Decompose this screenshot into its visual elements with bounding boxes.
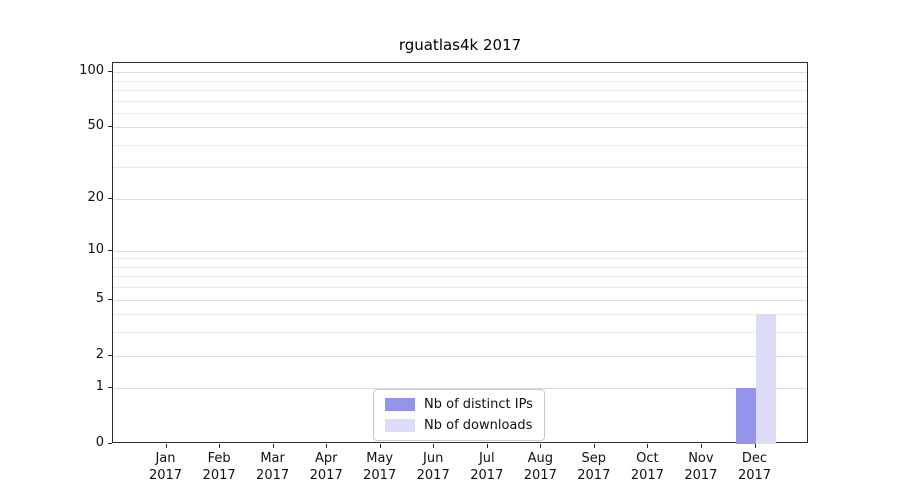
y-tick-mark [108, 71, 112, 72]
gridline [113, 388, 807, 390]
y-tick-label: 0 [95, 435, 104, 450]
y-tick-label: 1 [95, 379, 104, 395]
chart-title: rguatlas4k 2017 [398, 36, 522, 54]
bar-downloads [755, 314, 776, 444]
y-tick-label: 2 [95, 346, 104, 362]
gridline [113, 80, 807, 82]
x-tick-label: Feb 2017 [189, 450, 249, 484]
gridline [113, 112, 807, 114]
x-tick-mark [219, 444, 221, 448]
x-tick-month: May [366, 451, 394, 466]
x-tick-label: Nov 2017 [671, 450, 731, 484]
x-tick-year: 2017 [363, 468, 397, 483]
y-tick-label: 20 [87, 189, 104, 205]
x-tick-month: Jul [478, 451, 495, 466]
plot-area [112, 62, 808, 444]
gridline [113, 314, 807, 316]
x-tick-year: 2017 [416, 468, 450, 483]
x-tick-mark [326, 444, 328, 448]
x-tick-year: 2017 [684, 468, 718, 483]
gridline [113, 127, 807, 129]
gridline [113, 250, 807, 252]
gridline [113, 144, 807, 146]
x-tick-mark [647, 444, 649, 448]
bar-distinct-ips [735, 388, 756, 444]
legend-label-distinct-ips: Nb of distinct IPs [424, 397, 533, 412]
y-tick-mark [108, 443, 112, 444]
x-tick-mark [165, 444, 167, 448]
gridline [113, 332, 807, 334]
x-tick-month: Dec [741, 451, 768, 466]
x-tick-year: 2017 [202, 468, 236, 483]
y-tick-mark [108, 387, 112, 389]
x-tick-month: Aug [527, 451, 553, 466]
x-tick-mark [379, 444, 381, 448]
x-tick-year: 2017 [523, 468, 557, 483]
gridline [113, 258, 807, 260]
x-tick-month: Sep [581, 451, 607, 466]
y-tick-mark [108, 126, 112, 128]
legend-swatch-downloads [385, 419, 415, 432]
legend: Nb of distinct IPs Nb of downloads [373, 389, 545, 441]
x-tick-label: Jul 2017 [457, 450, 517, 484]
legend-swatch-distinct-ips [385, 398, 415, 411]
x-tick-year: 2017 [630, 468, 664, 483]
x-tick-mark [486, 444, 488, 448]
y-tick-mark [108, 354, 112, 356]
x-tick-mark [433, 444, 435, 448]
x-tick-year: 2017 [148, 468, 183, 483]
x-tick-label: Apr 2017 [296, 450, 356, 484]
x-tick-mark [272, 444, 274, 448]
x-tick-month: Jan [155, 451, 176, 466]
x-tick-label: Aug 2017 [510, 450, 570, 484]
x-tick-year: 2017 [737, 468, 772, 483]
gridline [113, 89, 807, 91]
x-tick-year: 2017 [256, 468, 290, 483]
gridline [113, 287, 807, 289]
x-tick-month: Mar [260, 451, 285, 466]
x-tick-mark [593, 444, 595, 448]
y-tick-label: 50 [87, 118, 104, 134]
gridline [113, 276, 807, 278]
x-tick-mark [700, 444, 702, 448]
legend-item-downloads: Nb of downloads [385, 418, 533, 433]
x-tick-month: Apr [314, 451, 338, 466]
gridline [113, 100, 807, 102]
x-tick-year: 2017 [470, 468, 504, 483]
x-tick-month: Feb [207, 451, 231, 466]
y-tick-mark [108, 197, 112, 199]
y-tick-mark [108, 298, 112, 300]
legend-item-distinct-ips: Nb of distinct IPs [385, 397, 533, 412]
y-tick-label: 10 [87, 241, 104, 257]
x-tick-year: 2017 [309, 468, 343, 483]
x-tick-month: Oct [636, 451, 659, 466]
x-tick-label: Mar 2017 [243, 450, 303, 484]
x-tick-label: Jan 2017 [136, 450, 196, 484]
legend-label-downloads: Nb of downloads [424, 418, 533, 433]
y-tick-mark [108, 249, 112, 251]
gridline [113, 198, 807, 200]
x-tick-month: Jun [423, 451, 444, 466]
y-tick-label: 5 [95, 290, 104, 306]
x-tick-label: Sep 2017 [564, 450, 624, 484]
gridline [113, 167, 807, 169]
x-tick-label: May 2017 [350, 450, 410, 484]
gridline [113, 72, 807, 73]
x-tick-year: 2017 [577, 468, 611, 483]
x-tick-month: Nov [688, 451, 714, 466]
gridline [113, 299, 807, 301]
gridline [113, 266, 807, 268]
x-tick-label: Jun 2017 [403, 450, 463, 484]
gridline [113, 355, 807, 357]
x-tick-label: Dec 2017 [725, 450, 785, 484]
x-tick-mark [754, 444, 756, 448]
x-tick-label: Oct 2017 [617, 450, 677, 484]
x-tick-mark [540, 444, 542, 448]
y-tick-label: 100 [79, 63, 104, 78]
